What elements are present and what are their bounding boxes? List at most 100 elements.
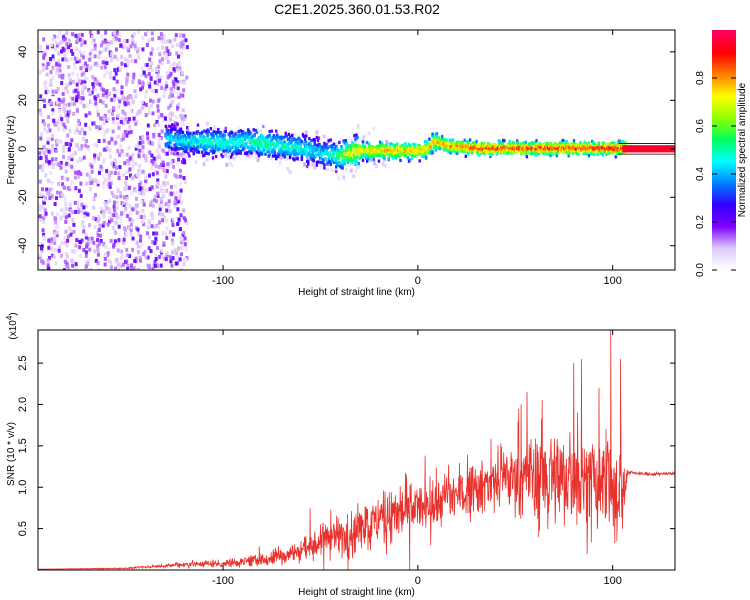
spectrogram-cell: [144, 32, 148, 37]
spectrogram-cell: [622, 145, 675, 153]
spectrogram-cell: [212, 130, 216, 134]
spectrogram-cell: [67, 213, 71, 218]
spectrogram-cell: [181, 131, 185, 135]
spectrogram-cell: [147, 106, 151, 111]
spectrogram-cell: [176, 82, 180, 87]
spectrogram-cell: [92, 85, 96, 90]
spectrogram-cell: [62, 268, 66, 270]
spectrogram-cell: [177, 199, 181, 204]
spectrogram-cell: [468, 138, 472, 142]
spectrogram-cell: [176, 106, 179, 111]
spectrogram-cell: [124, 169, 128, 174]
spectrogram-cell: [132, 75, 136, 80]
spectrogram-cell: [158, 78, 162, 83]
spectrogram-cell: [476, 151, 479, 155]
colorbar-tick-label: 0.2: [695, 215, 706, 229]
spectrogram-cell: [154, 236, 158, 241]
spectrogram-cell: [148, 66, 152, 71]
spectrogram-cell: [183, 140, 187, 144]
spectrogram-cell: [114, 36, 118, 41]
spectrogram-cell: [275, 129, 278, 133]
spectrogram-cell: [170, 93, 174, 98]
spectrogram-cell: [609, 142, 612, 146]
spectrogram-cell: [92, 121, 96, 126]
spectrogram-cell: [228, 155, 231, 160]
spectrogram-cell: [138, 140, 142, 145]
colorbar-swatch: [712, 208, 736, 211]
spectrogram-cell: [247, 128, 250, 132]
spectrogram-cell: [155, 68, 158, 72]
spectrogram-cell: [144, 102, 148, 107]
spectrogram-cell: [244, 146, 248, 151]
spectrogram-cell: [443, 145, 446, 149]
colorbar-swatch: [712, 198, 736, 201]
spectrogram-cell: [154, 254, 158, 259]
spectrogram-cell: [181, 43, 185, 48]
spectrogram-cell: [101, 223, 105, 228]
spectrogram-cell: [160, 113, 164, 118]
spectrogram-cell: [326, 140, 330, 145]
spectrogram-cell: [117, 224, 121, 229]
spectrogram-cell: [82, 55, 85, 60]
spectrogram-cell: [168, 141, 172, 145]
spectrogram-cell: [226, 143, 230, 147]
spectrogram-cell: [115, 215, 119, 220]
spectrogram-cell: [160, 165, 164, 170]
spectrogram-cell: [179, 268, 183, 270]
spectrogram-cell: [67, 73, 71, 78]
spectrogram-cell: [56, 230, 59, 235]
spectrogram-cell: [168, 209, 172, 213]
spectrogram-cell: [66, 119, 70, 124]
spectrogram-cell: [561, 140, 564, 144]
spectrogram-cell: [329, 162, 332, 166]
spectrogram-cell: [93, 77, 97, 82]
spectrogram-cell: [114, 47, 118, 52]
spectrogram-cell: [50, 146, 54, 151]
spectrogram-cell: [356, 140, 360, 145]
spectrogram-cell: [537, 151, 540, 156]
spectrogram-cell: [178, 140, 181, 144]
spectrogram-cell: [40, 132, 44, 137]
spectrogram-cell: [138, 183, 142, 187]
spectrogram-cell: [430, 141, 433, 145]
spectrogram-cell: [303, 151, 307, 155]
spectrogram-cell: [44, 90, 48, 95]
spectrogram-cell: [77, 32, 81, 37]
spectrogram-cell: [38, 253, 42, 257]
spectrogram-cell: [310, 139, 313, 143]
spectrogram-cell: [150, 159, 154, 164]
spectrogram-cell: [287, 132, 291, 136]
spectrogram-cell: [399, 158, 402, 163]
spectrogram-cell: [117, 240, 121, 245]
spectrogram-cell: [165, 71, 169, 76]
spectrogram-cell: [62, 214, 65, 219]
spectrogram-cell: [85, 68, 88, 73]
colorbar-swatch: [712, 202, 736, 205]
spectrogram-cell: [183, 117, 187, 122]
spectrogram-cell: [165, 235, 169, 240]
spectrogram-cell: [49, 149, 53, 153]
spectrogram-cell: [149, 76, 153, 81]
spectrogram-cell: [366, 141, 369, 145]
spectrogram-cell: [101, 60, 105, 65]
spectrogram-cell: [80, 32, 84, 37]
spectrogram-cell: [503, 139, 506, 143]
spectrogram-cell: [383, 154, 386, 158]
spectrogram-cell: [156, 69, 160, 74]
colorbar-swatch: [712, 68, 736, 71]
spectrogram-cell: [59, 253, 63, 258]
spectrogram-cell: [381, 141, 384, 145]
spectrogram-cell: [147, 38, 151, 43]
spectrogram-cell: [120, 138, 124, 142]
spectrogram-cell: [69, 43, 72, 48]
spectrogram-cell: [201, 150, 204, 154]
spectrogram-cell: [76, 159, 80, 164]
spectrogram-cell: [275, 151, 279, 156]
spectrogram-cell: [418, 159, 421, 163]
colorbar-swatch: [712, 204, 736, 207]
spectrogram-cell: [128, 204, 132, 208]
spectrogram-cell: [63, 259, 67, 264]
spectrogram-cell: [136, 49, 139, 54]
spectrogram-cell: [109, 260, 113, 265]
spectrogram-cell: [112, 194, 116, 199]
